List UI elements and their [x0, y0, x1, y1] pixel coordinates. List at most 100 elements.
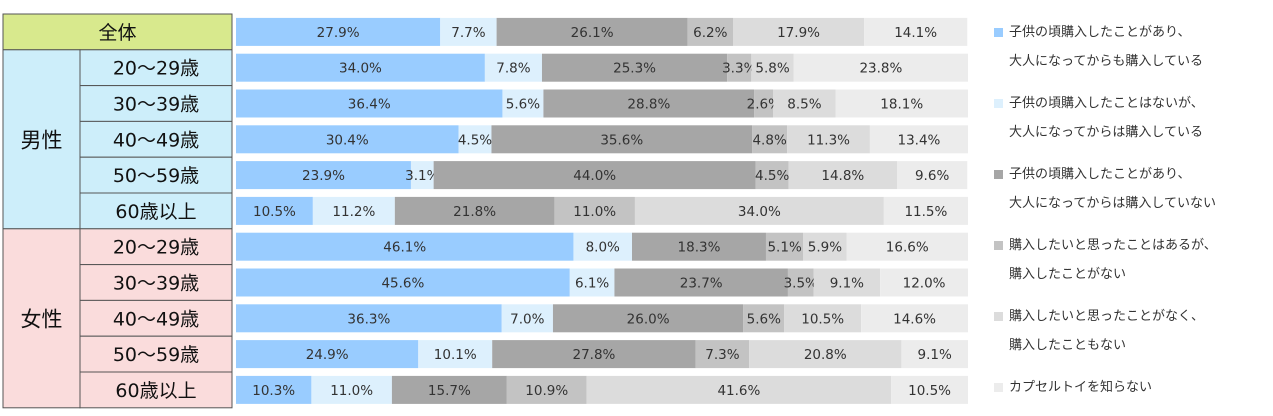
data-label: 26.1%: [571, 25, 614, 41]
bar-segment: [803, 232, 847, 261]
bar-segment: [236, 375, 312, 404]
bar-segment: [632, 232, 766, 261]
legend-swatch: [994, 170, 1003, 179]
category-label: 40～49歳: [113, 129, 199, 151]
legend-label: 購入したいと思ったことはあるが、: [1009, 238, 1217, 253]
data-label: 14.8%: [821, 168, 864, 184]
data-label: 30.4%: [326, 132, 369, 148]
bar-segment: [554, 196, 635, 225]
header-age-cell: [79, 49, 233, 87]
category-label: 20～29歳: [113, 58, 199, 80]
data-label: 23.7%: [680, 276, 723, 292]
bar-segment: [236, 232, 574, 261]
legend-swatch: [994, 28, 1003, 37]
data-label: 3.5%: [784, 276, 818, 292]
bar-segment: [743, 304, 785, 333]
data-label: 20.8%: [804, 347, 847, 363]
bar-segment: [394, 196, 555, 225]
bar-segment: [687, 17, 734, 46]
data-label: 23.9%: [302, 168, 345, 184]
legend-label: 大人になってからも購入している: [1009, 54, 1203, 69]
data-label: 11.3%: [807, 132, 850, 148]
bar-segment: [787, 125, 870, 154]
data-label: 5.1%: [767, 240, 801, 256]
header-age-cell: [79, 120, 233, 158]
bar-segment: [236, 304, 502, 333]
data-label: 46.1%: [383, 240, 426, 256]
data-label: 27.8%: [573, 347, 616, 363]
header-age-cell: [79, 371, 233, 409]
data-label: 9.1%: [918, 347, 952, 363]
legend-label: 購入したいと思ったことがなく、: [1009, 309, 1204, 324]
header-overall-cell: [2, 13, 233, 51]
data-label: 11.0%: [573, 204, 616, 220]
data-label: 7.3%: [705, 347, 739, 363]
header-age-cell: [79, 299, 233, 337]
category-label: 60歳以上: [115, 201, 196, 223]
bar-segment: [573, 232, 633, 261]
data-label: 11.2%: [332, 204, 375, 220]
bar-segment: [491, 125, 753, 154]
bar-segment: [754, 89, 774, 118]
legend-label: 大人になってからは購入している: [1009, 125, 1203, 140]
legend-label: 大人になってからは購入していない: [1009, 196, 1216, 211]
bar-segment: [236, 125, 459, 154]
data-label: 18.1%: [880, 97, 923, 113]
bar-segment: [236, 161, 411, 190]
bar-segment: [569, 268, 615, 297]
category-label: 20～29歳: [113, 237, 199, 259]
data-label: 2.6%: [747, 97, 781, 113]
legend-swatch: [994, 383, 1003, 392]
data-label: 44.0%: [573, 168, 616, 184]
data-label: 5.6%: [747, 311, 781, 327]
bar-segment: [835, 89, 968, 118]
bar-segment: [502, 89, 544, 118]
data-label: 7.8%: [496, 61, 530, 77]
bar-segment: [727, 53, 752, 82]
data-label: 14.6%: [893, 311, 936, 327]
data-label: 36.4%: [348, 97, 391, 113]
bar-segment: [506, 375, 587, 404]
bar-segment: [492, 340, 696, 369]
data-label: 7.7%: [451, 25, 485, 41]
data-label: 3.1%: [405, 168, 439, 184]
bar-segment: [236, 196, 313, 225]
bar-segment: [311, 375, 392, 404]
data-label: 4.5%: [755, 168, 789, 184]
bar-segment: [312, 196, 395, 225]
legend-swatch: [994, 99, 1003, 108]
legend-label: 子供の頃購入したことはないが、: [1009, 96, 1204, 111]
data-label: 6.1%: [575, 276, 609, 292]
bar-segment: [891, 375, 968, 404]
data-label: 41.6%: [717, 383, 760, 399]
data-label: 26.0%: [627, 311, 670, 327]
data-label: 14.1%: [894, 25, 937, 41]
data-label: 8.5%: [787, 97, 821, 113]
bar-segment: [236, 17, 441, 46]
category-label: 30～39歳: [113, 94, 199, 116]
data-label: 23.8%: [859, 61, 902, 77]
data-label: 34.0%: [738, 204, 781, 220]
bar-segment: [418, 340, 493, 369]
bar-segment: [236, 53, 485, 82]
data-label: 45.6%: [381, 276, 424, 292]
category-label: 全体: [98, 22, 136, 44]
bar-segment: [614, 268, 788, 297]
bar-segment: [751, 53, 794, 82]
data-label: 15.7%: [428, 383, 471, 399]
bar-segment: [793, 53, 968, 82]
header-group-male-cell: [2, 49, 81, 230]
header-age-cell: [79, 192, 233, 230]
bar-segment: [813, 268, 881, 297]
bar-segment: [765, 232, 804, 261]
category-label: 50～59歳: [113, 165, 199, 187]
bar-segment: [773, 89, 836, 118]
data-label: 5.6%: [506, 97, 540, 113]
data-label: 27.9%: [317, 25, 360, 41]
data-label: 12.0%: [903, 276, 946, 292]
legend-swatch: [994, 241, 1003, 250]
header-age-cell: [79, 264, 233, 301]
data-label: 4.8%: [752, 132, 786, 148]
bar-segment: [634, 196, 884, 225]
